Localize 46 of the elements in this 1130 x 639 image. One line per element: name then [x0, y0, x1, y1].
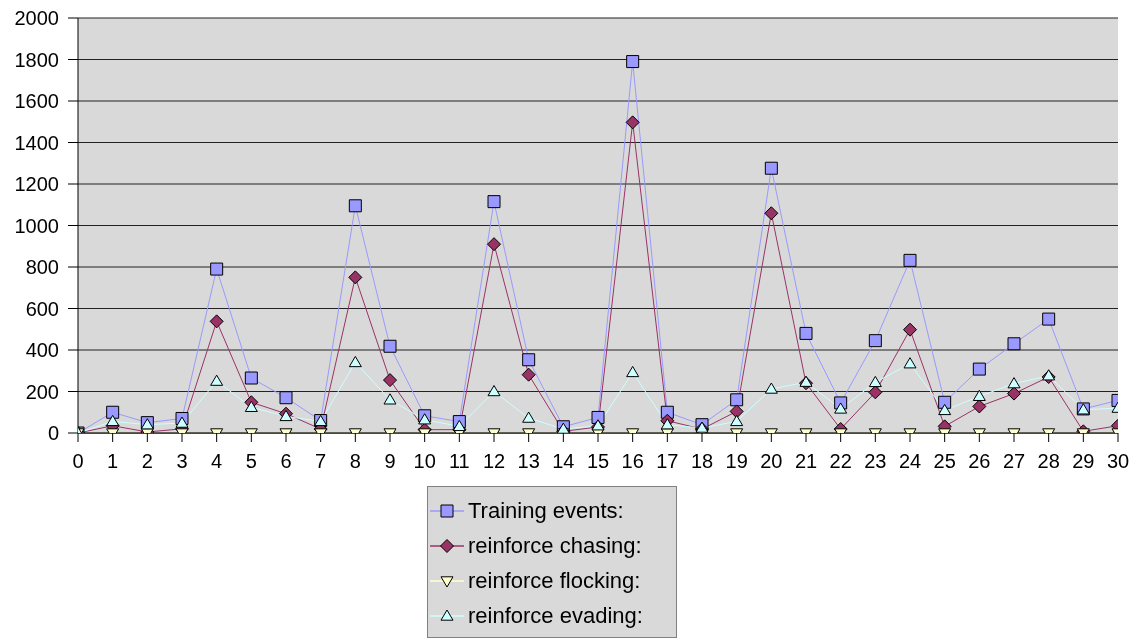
legend-label: Training events: [468, 497, 624, 524]
x-tick-label: 25 [933, 450, 956, 473]
x-tick-label: 26 [968, 450, 991, 473]
x-tick-label: 0 [72, 450, 84, 473]
x-tick-label: 20 [760, 450, 783, 473]
y-tick-label: 1400 [14, 131, 59, 154]
y-tick-label: 200 [25, 380, 59, 403]
legend-label: reinforce chasing: [468, 532, 642, 559]
x-tick-label: 22 [829, 450, 852, 473]
x-tick-label: 17 [656, 450, 679, 473]
y-tick-label: 800 [25, 256, 59, 279]
x-tick-label: 16 [621, 450, 644, 473]
y-tick-label: 1600 [14, 90, 59, 113]
x-tick-label: 6 [280, 450, 292, 473]
x-tick-label: 7 [315, 450, 327, 473]
x-tick-label: 27 [1002, 450, 1026, 473]
x-tick-label: 13 [517, 450, 540, 473]
y-tick-label: 2000 [14, 7, 59, 30]
x-tick-label: 14 [552, 450, 575, 473]
x-tick-label: 10 [413, 450, 436, 473]
x-tick-label: 24 [898, 450, 922, 473]
x-tick-label: 29 [1072, 450, 1095, 473]
x-tick-label: 19 [725, 450, 748, 473]
x-tick-label: 4 [211, 450, 223, 473]
x-tick-label: 3 [176, 450, 188, 473]
x-tick-label: 8 [349, 450, 361, 473]
y-tick-label: 1200 [14, 173, 59, 196]
y-tick-label: 1000 [14, 214, 59, 237]
x-tick-label: 11 [448, 450, 470, 473]
x-tick-label: 15 [586, 450, 610, 473]
legend-label: reinforce flocking: [468, 567, 641, 594]
x-tick-label: 21 [794, 450, 818, 473]
y-tick-label: 600 [25, 297, 59, 320]
x-tick-label: 2 [141, 450, 153, 473]
x-tick-label: 28 [1037, 450, 1060, 473]
x-tick-label: 12 [482, 450, 506, 473]
x-tick-label: 30 [1106, 450, 1130, 473]
legend-label: reinforce evading: [468, 602, 643, 629]
y-tick-label: 400 [25, 339, 59, 362]
y-tick-label: 1800 [14, 48, 59, 71]
x-tick-label: 1 [107, 450, 119, 473]
x-tick-label: 9 [384, 450, 396, 473]
x-tick-label: 23 [864, 450, 887, 473]
y-tick-label: 0 [47, 422, 59, 445]
x-tick-label: 18 [690, 450, 714, 473]
x-tick-label: 5 [245, 450, 257, 473]
